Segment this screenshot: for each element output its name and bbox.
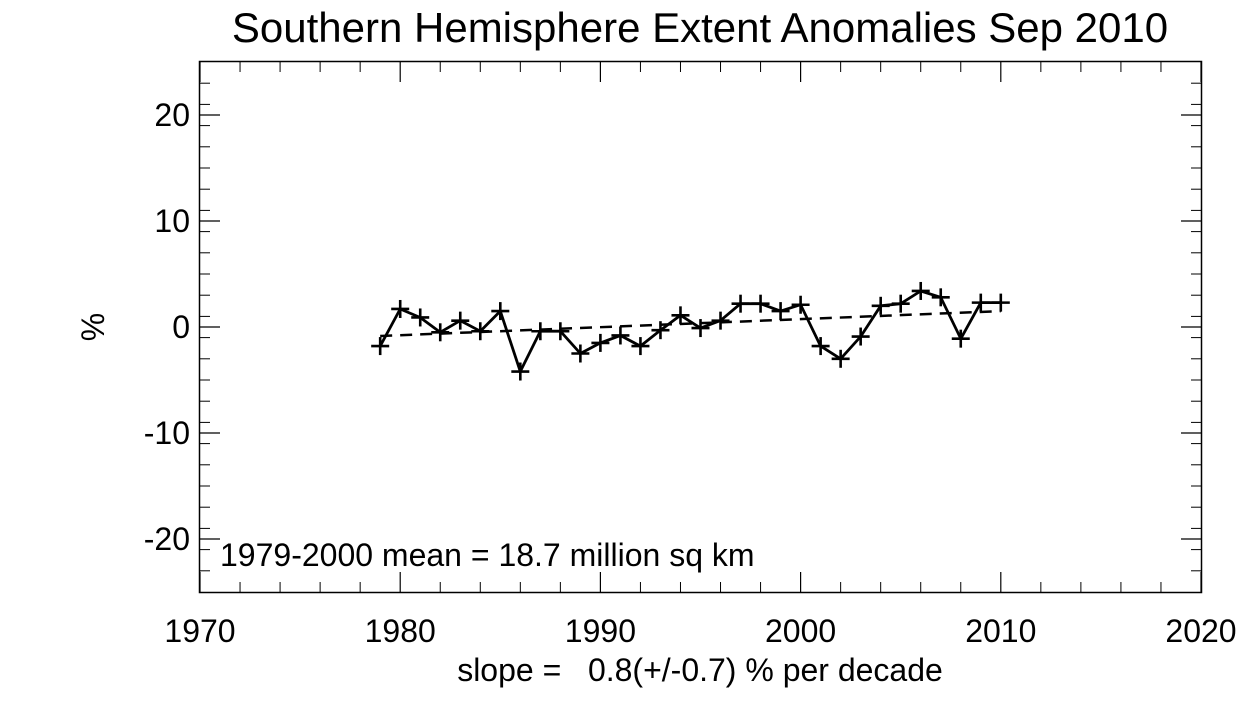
x-axis: 1970 1980 1990 2000 2010 2020	[164, 62, 1237, 649]
data-point	[871, 296, 890, 315]
data-point	[991, 293, 1010, 312]
data-point	[371, 337, 390, 356]
data-point	[751, 294, 770, 313]
x-tick-label: 2020	[1165, 613, 1236, 649]
data-point	[691, 319, 710, 338]
data-point	[771, 302, 790, 321]
data-point	[831, 349, 850, 368]
data-point	[491, 302, 510, 321]
data-point	[671, 306, 690, 325]
y-axis: -20 -10 0 10 20	[144, 97, 1201, 557]
y-tick-label: 0	[172, 309, 190, 345]
y-tick-label: 10	[154, 203, 190, 239]
data-point	[931, 288, 950, 307]
data-point	[571, 344, 590, 363]
x-tick-label: 1970	[164, 613, 235, 649]
data-point	[891, 294, 910, 313]
data-point	[411, 308, 430, 327]
y-tick-label: 20	[154, 97, 190, 133]
x-tick-label: 2000	[765, 613, 836, 649]
data-point	[811, 337, 830, 356]
mean-annotation: 1979-2000 mean = 18.7 million sq km	[220, 537, 755, 573]
data-point	[911, 281, 930, 300]
x-tick-label: 2010	[965, 613, 1036, 649]
data-point	[551, 322, 570, 341]
data-point	[711, 311, 730, 330]
chart-title: Southern Hemisphere Extent Anomalies Sep…	[232, 4, 1168, 51]
data-point	[651, 321, 670, 340]
data-point	[591, 333, 610, 352]
data-point	[511, 362, 530, 381]
minor-ticks	[200, 62, 1201, 592]
data-point	[631, 337, 650, 356]
data-point	[971, 293, 990, 312]
data-point	[391, 299, 410, 318]
y-tick-label: -20	[144, 521, 190, 557]
data-point	[431, 323, 450, 342]
y-tick-label: -10	[144, 415, 190, 451]
data-point	[471, 322, 490, 341]
data-point	[451, 311, 470, 330]
data-point	[791, 295, 810, 314]
data-point	[611, 326, 630, 345]
x-tick-label: 1980	[365, 613, 436, 649]
data-markers	[371, 281, 1010, 381]
x-axis-label: slope = 0.8(+/-0.7) % per decade	[457, 652, 943, 688]
data-point	[851, 327, 870, 346]
data-point	[531, 322, 550, 341]
plot-frame	[198, 60, 1203, 594]
x-tick-label: 1990	[565, 613, 636, 649]
data-point	[951, 329, 970, 348]
data-point	[731, 294, 750, 313]
y-axis-label: %	[75, 313, 111, 341]
